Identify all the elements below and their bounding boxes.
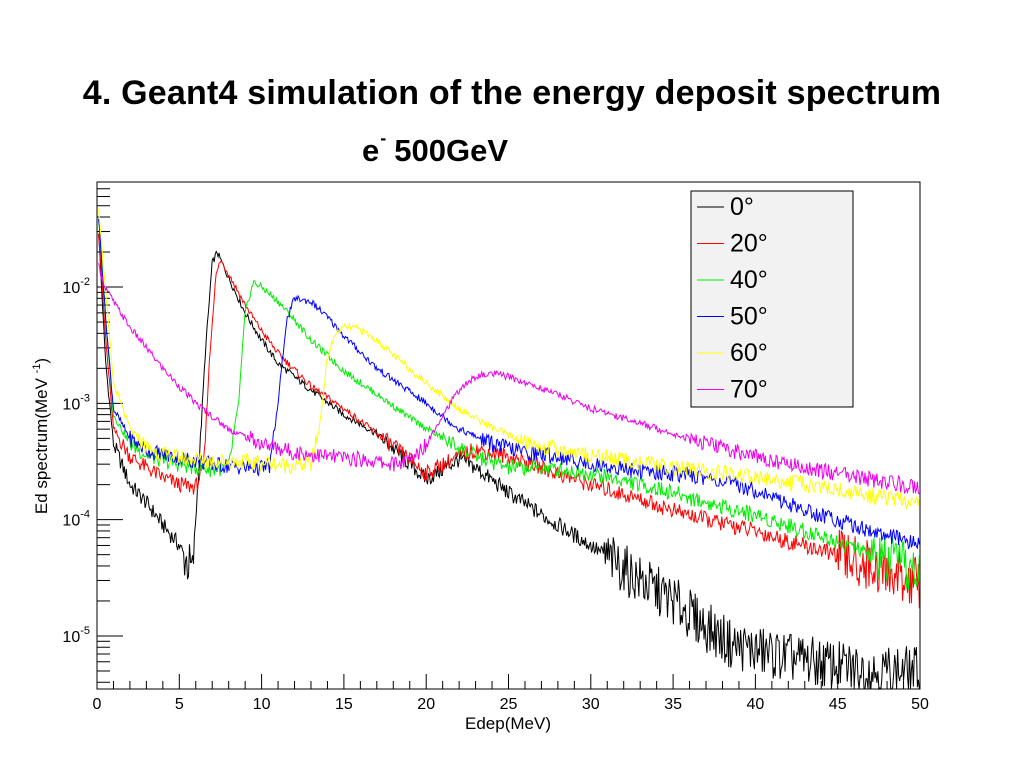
legend-label: 70° bbox=[730, 376, 768, 404]
chart-title: e- 500GeV bbox=[362, 128, 509, 169]
x-tick-label: 35 bbox=[664, 696, 682, 713]
y-tick-label: 10-4 bbox=[62, 509, 90, 530]
legend-label: 60° bbox=[730, 339, 768, 367]
series-line bbox=[98, 233, 920, 691]
y-tick-label: 10-2 bbox=[62, 276, 90, 297]
x-tick-label: 5 bbox=[175, 696, 184, 713]
chart-title-charge: - bbox=[380, 127, 387, 148]
x-tick-label: 0 bbox=[93, 696, 102, 713]
series-layer bbox=[98, 208, 920, 691]
series-line bbox=[98, 208, 920, 510]
x-tick-label: 20 bbox=[417, 696, 435, 713]
legend-label: 50° bbox=[730, 303, 768, 331]
slide-title: 4. Geant4 simulation of the energy depos… bbox=[82, 74, 942, 112]
y-axis-label: Ed spectrum(MeV -1) bbox=[31, 358, 51, 514]
x-tick-label: 40 bbox=[747, 696, 765, 713]
legend-label: 40° bbox=[730, 266, 768, 294]
x-tick-label: 25 bbox=[500, 696, 518, 713]
legend-label: 20° bbox=[730, 230, 768, 258]
chart-title-energy: 500GeV bbox=[394, 133, 509, 168]
x-tick-label: 10 bbox=[253, 696, 271, 713]
x-tick-label: 30 bbox=[582, 696, 600, 713]
series-line bbox=[98, 263, 920, 495]
series-line bbox=[98, 218, 920, 550]
legend-label: 0° bbox=[730, 193, 754, 221]
x-tick-label: 50 bbox=[911, 696, 929, 713]
x-tick-label: 15 bbox=[335, 696, 353, 713]
chart-title-particle: e bbox=[362, 133, 380, 168]
y-tick-label: 10-5 bbox=[62, 625, 90, 646]
x-tick-label: 45 bbox=[829, 696, 847, 713]
series-line bbox=[98, 218, 920, 591]
x-axis: 0 5 10 15 20 25 30 35 40 45 50 bbox=[93, 674, 929, 713]
legend-box bbox=[690, 190, 854, 408]
legend: 0° 20° 40° 50° 60° 70° bbox=[690, 190, 854, 408]
x-axis-label: Edep(MeV) bbox=[465, 714, 551, 733]
series-line bbox=[98, 234, 920, 609]
y-tick-label: 10-3 bbox=[62, 392, 90, 413]
y-axis: 10-5 10-4 10-3 10-2 bbox=[62, 181, 123, 683]
